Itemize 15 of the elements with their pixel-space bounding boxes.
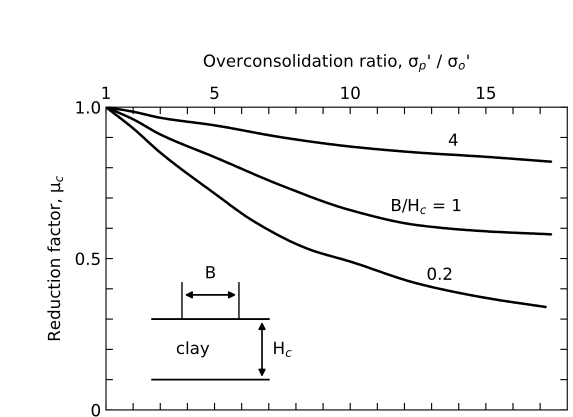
- annotation: clay: [176, 341, 210, 358]
- x-tick-label: 1: [102, 86, 110, 99]
- series-label: B/H$_{c}$ = 1: [392, 198, 460, 214]
- x-tick-label: 5: [210, 86, 218, 100]
- y-tick-label: 0: [92, 404, 100, 416]
- y-tick-label: 0.5: [76, 252, 100, 266]
- series-label: 4: [448, 134, 458, 146]
- annotation: H$_{c}$: [274, 342, 292, 357]
- x-tick-label: 15: [477, 86, 496, 100]
- x-tick-label: 10: [341, 86, 360, 100]
- series-label: 0.2: [428, 267, 452, 280]
- y-axis-title: Reduction factor, μ$_{c}$: [47, 176, 64, 340]
- x-axis-title: Overconsolidation ratio, σ$_{p}$' / σ$_{o}$': [204, 54, 469, 72]
- annotation: B: [206, 266, 216, 278]
- y-tick-label: 1.0: [76, 101, 100, 114]
